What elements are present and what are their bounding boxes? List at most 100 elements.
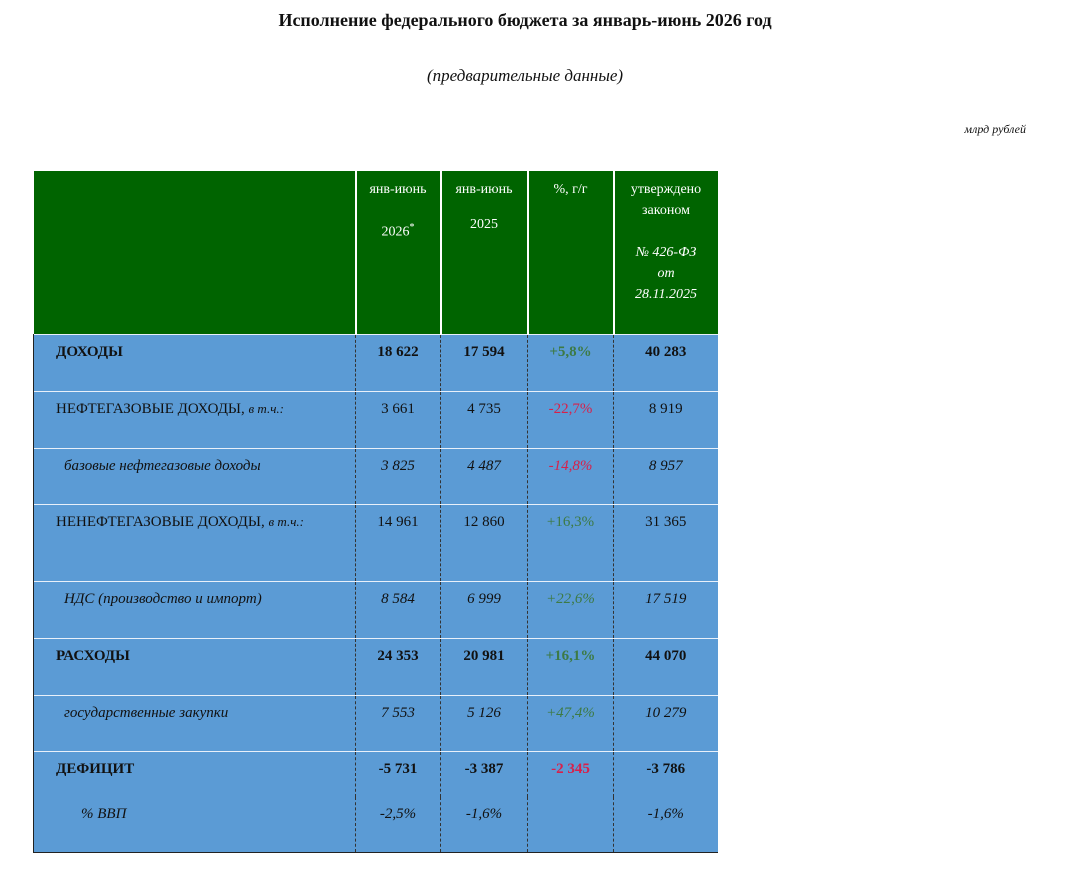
value: -5 731 [378,761,418,777]
cell: 31 365 [613,504,718,582]
header-text: № 426-ФЗ [635,245,697,260]
value: 17 519 [645,591,687,607]
label-note: в т.ч.: [248,401,284,416]
footnote-mark: * [409,222,415,233]
table-row: НЕФТЕГАЗОВЫЕ ДОХОДЫ, в т.ч.: 3 661 4 735 -2… [33,391,718,449]
cell: 12 860 [440,504,528,582]
change-value: +22,6% [546,591,595,607]
value: 4 735 [467,401,501,417]
cell: 17 594 [440,334,528,392]
header-text: № 426-ФЗ от 28.11.2025 [615,242,718,305]
cell: -3 786 [613,751,718,797]
cell: 3 661 [355,391,441,449]
value: 24 353 [377,648,419,664]
cell: 8 584 [355,581,441,639]
label-note: в т.ч.: [268,514,304,529]
cell: 5 126 [440,695,528,752]
change-value: +16,3% [546,514,595,530]
cell: +16,1% [527,638,614,696]
header-text: 2026 [381,224,410,240]
cell: +47,4% [527,695,614,752]
cell: 24 353 [355,638,441,696]
value: 14 961 [377,514,419,530]
value: 6 999 [467,591,501,607]
cell: 8 919 [613,391,718,449]
header-text: от [657,266,675,281]
value: 12 860 [463,514,505,530]
value: -3 387 [464,761,504,777]
value: 8 584 [381,591,415,607]
header-cell [33,171,356,335]
title: Исполнение федерального бюджета за январ… [278,10,772,30]
table-row: ДЕФИЦИТ -5 731 -3 387 -2 345 -3 786 [33,751,718,797]
value: 20 981 [463,648,505,664]
value: 40 283 [645,344,687,360]
cell: 44 070 [613,638,718,696]
row-label: НЕФТЕГАЗОВЫЕ ДОХОДЫ, в т.ч.: [33,391,356,449]
value: -3 786 [646,761,686,777]
value: 18 622 [377,344,419,360]
cell: 6 999 [440,581,528,639]
cell: 4 735 [440,391,528,449]
budget-table: янв-июнь 2026* янв-июнь 2025 %, г/г утверж… [33,171,718,853]
header-text: законом [642,203,690,218]
header-cell: %, г/г [526,171,614,335]
label-text: ДЕФИЦИТ [56,761,135,777]
cell: 8 957 [613,448,718,505]
row-label: ДОХОДЫ [33,334,356,392]
row-label: государственные закупки [33,695,356,752]
label-text: государственные закупки [64,705,229,721]
header-text: утверждено [630,182,702,197]
header-cell: утверждено законом № 426-ФЗ от 28.11.2025 [612,171,718,335]
label-text: РАСХОДЫ [56,648,130,664]
cell: -2,5% [355,796,441,853]
row-label: НЕНЕФТЕГАЗОВЫЕ ДОХОДЫ, в т.ч.: [33,504,356,582]
row-label: НДС (производство и импорт) [33,581,356,639]
row-label: базовые нефтегазовые доходы [33,448,356,505]
row-label: % ВВП [33,796,356,853]
value: 7 553 [381,705,415,721]
header-text: 2025 [470,217,498,232]
table-row: государственные закупки 7 553 5 126 +47,4% 1… [33,695,718,752]
cell: -5 731 [355,751,441,797]
cell: -3 387 [440,751,528,797]
unit: млрд рублей [964,122,1026,136]
change-value: -2 345 [551,761,590,777]
table-row: НЕНЕФТЕГАЗОВЫЕ ДОХОДЫ, в т.ч.: 14 961 12 8… [33,504,718,582]
value: 3 661 [381,401,415,417]
cell: 17 519 [613,581,718,639]
cell: 3 825 [355,448,441,505]
header-text: %, г/г [553,182,588,197]
cell: 7 553 [355,695,441,752]
cell: 40 283 [613,334,718,392]
value: 44 070 [645,648,687,664]
value: -1,6% [465,805,503,822]
header-text: 28.11.2025 [635,287,697,302]
subtitle: (предварительные данные) [426,66,624,85]
header-cell: янв-июнь 2025 [439,171,528,335]
cell: 4 487 [440,448,528,505]
value: 3 825 [381,458,415,474]
header-row: янв-июнь 2026* янв-июнь 2025 %, г/г утверж… [33,171,718,335]
cell: -2 345 [527,751,614,797]
cell: -1,6% [440,796,528,853]
value: 10 279 [645,705,687,721]
table-row: НДС (производство и импорт) 8 584 6 999 +22… [33,581,718,639]
cell: +22,6% [527,581,614,639]
value: 8 957 [648,458,683,474]
value: 17 594 [463,344,505,360]
value: 4 487 [467,458,501,474]
value: 5 126 [467,705,501,721]
row-label: РАСХОДЫ [33,638,356,696]
table-row: % ВВП -2,5% -1,6% -1,6% [33,796,718,853]
label-text: НЕФТЕГАЗОВЫЕ ДОХОДЫ, [56,401,249,417]
label-text: НЕНЕФТЕГАЗОВЫЕ ДОХОДЫ, [56,514,269,530]
value: 8 919 [648,401,683,417]
value: 31 365 [645,514,687,530]
cell: 20 981 [440,638,528,696]
header-cell: янв-июнь 2026* [354,171,441,335]
cell: 10 279 [613,695,718,752]
change-value: +47,4% [546,705,595,721]
header-text: янв-июнь [455,182,513,197]
